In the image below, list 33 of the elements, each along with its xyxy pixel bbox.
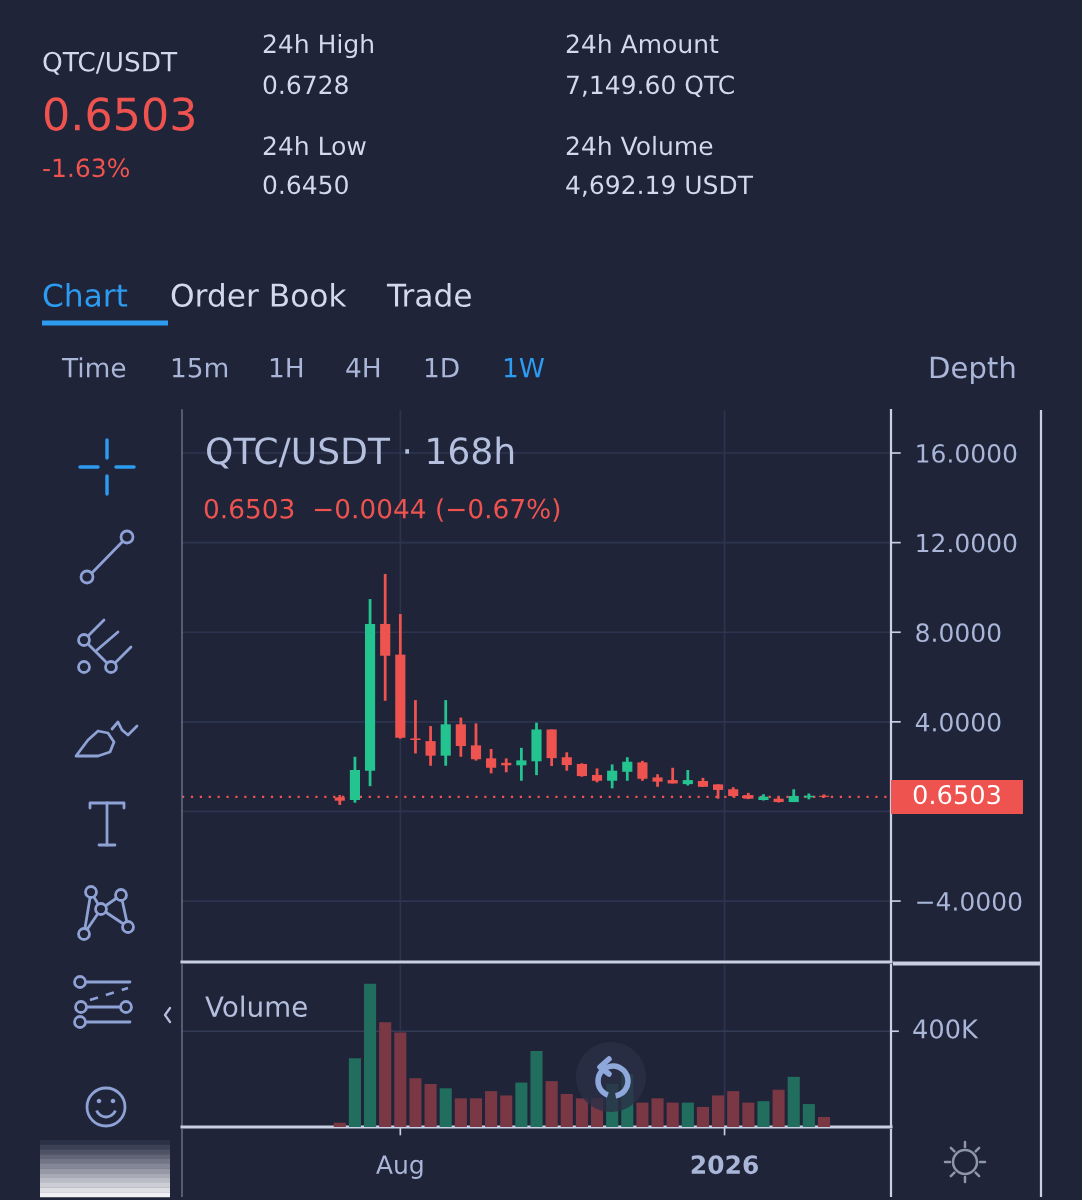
text: 4H [346,358,380,378]
y-tick-label: 8.0000 [916,623,1001,643]
ref-line-label: 400K [913,1019,979,1039]
text: QTC/USDT · 168h [207,436,514,469]
x-tick-label: 2026 [691,1155,758,1175]
text: QTC/USDT [43,51,178,75]
text: 0.6503 [44,97,194,131]
text: Depth [930,355,1015,385]
text: 0.6450 [263,175,348,195]
y-tick-label: 12.0000 [917,533,1017,553]
text: 1H [270,358,303,378]
y-tick-label: 4.0000 [915,712,1001,732]
text: 24h Amount [566,33,719,54]
text: 1D [425,358,459,378]
text: 1W [504,358,545,378]
text: Chart [43,282,128,308]
text: 0.6728 [263,75,348,95]
text: Trade [386,282,471,308]
text: 24h Low [263,135,366,156]
text: Order Book [171,282,347,308]
chart-title: Volume [205,995,307,1018]
y-tick-label: −4.0000 [917,892,1022,911]
x-tick-label: Aug [376,1155,423,1179]
text: 24h High [263,33,373,59]
text: -1.63% [43,158,130,178]
text: 4,692.19 USDT [566,175,754,197]
text: 24h Volume [566,135,713,156]
ref-line-label: 0.6503 [913,784,1000,805]
y-tick-label: 16.0000 [917,443,1017,463]
text: 15m [172,358,228,378]
text: Time [61,357,126,378]
text: 0.6503 −0.0044 (−0.67%) [204,498,560,522]
text: 7,149.60 QTC [567,75,734,98]
